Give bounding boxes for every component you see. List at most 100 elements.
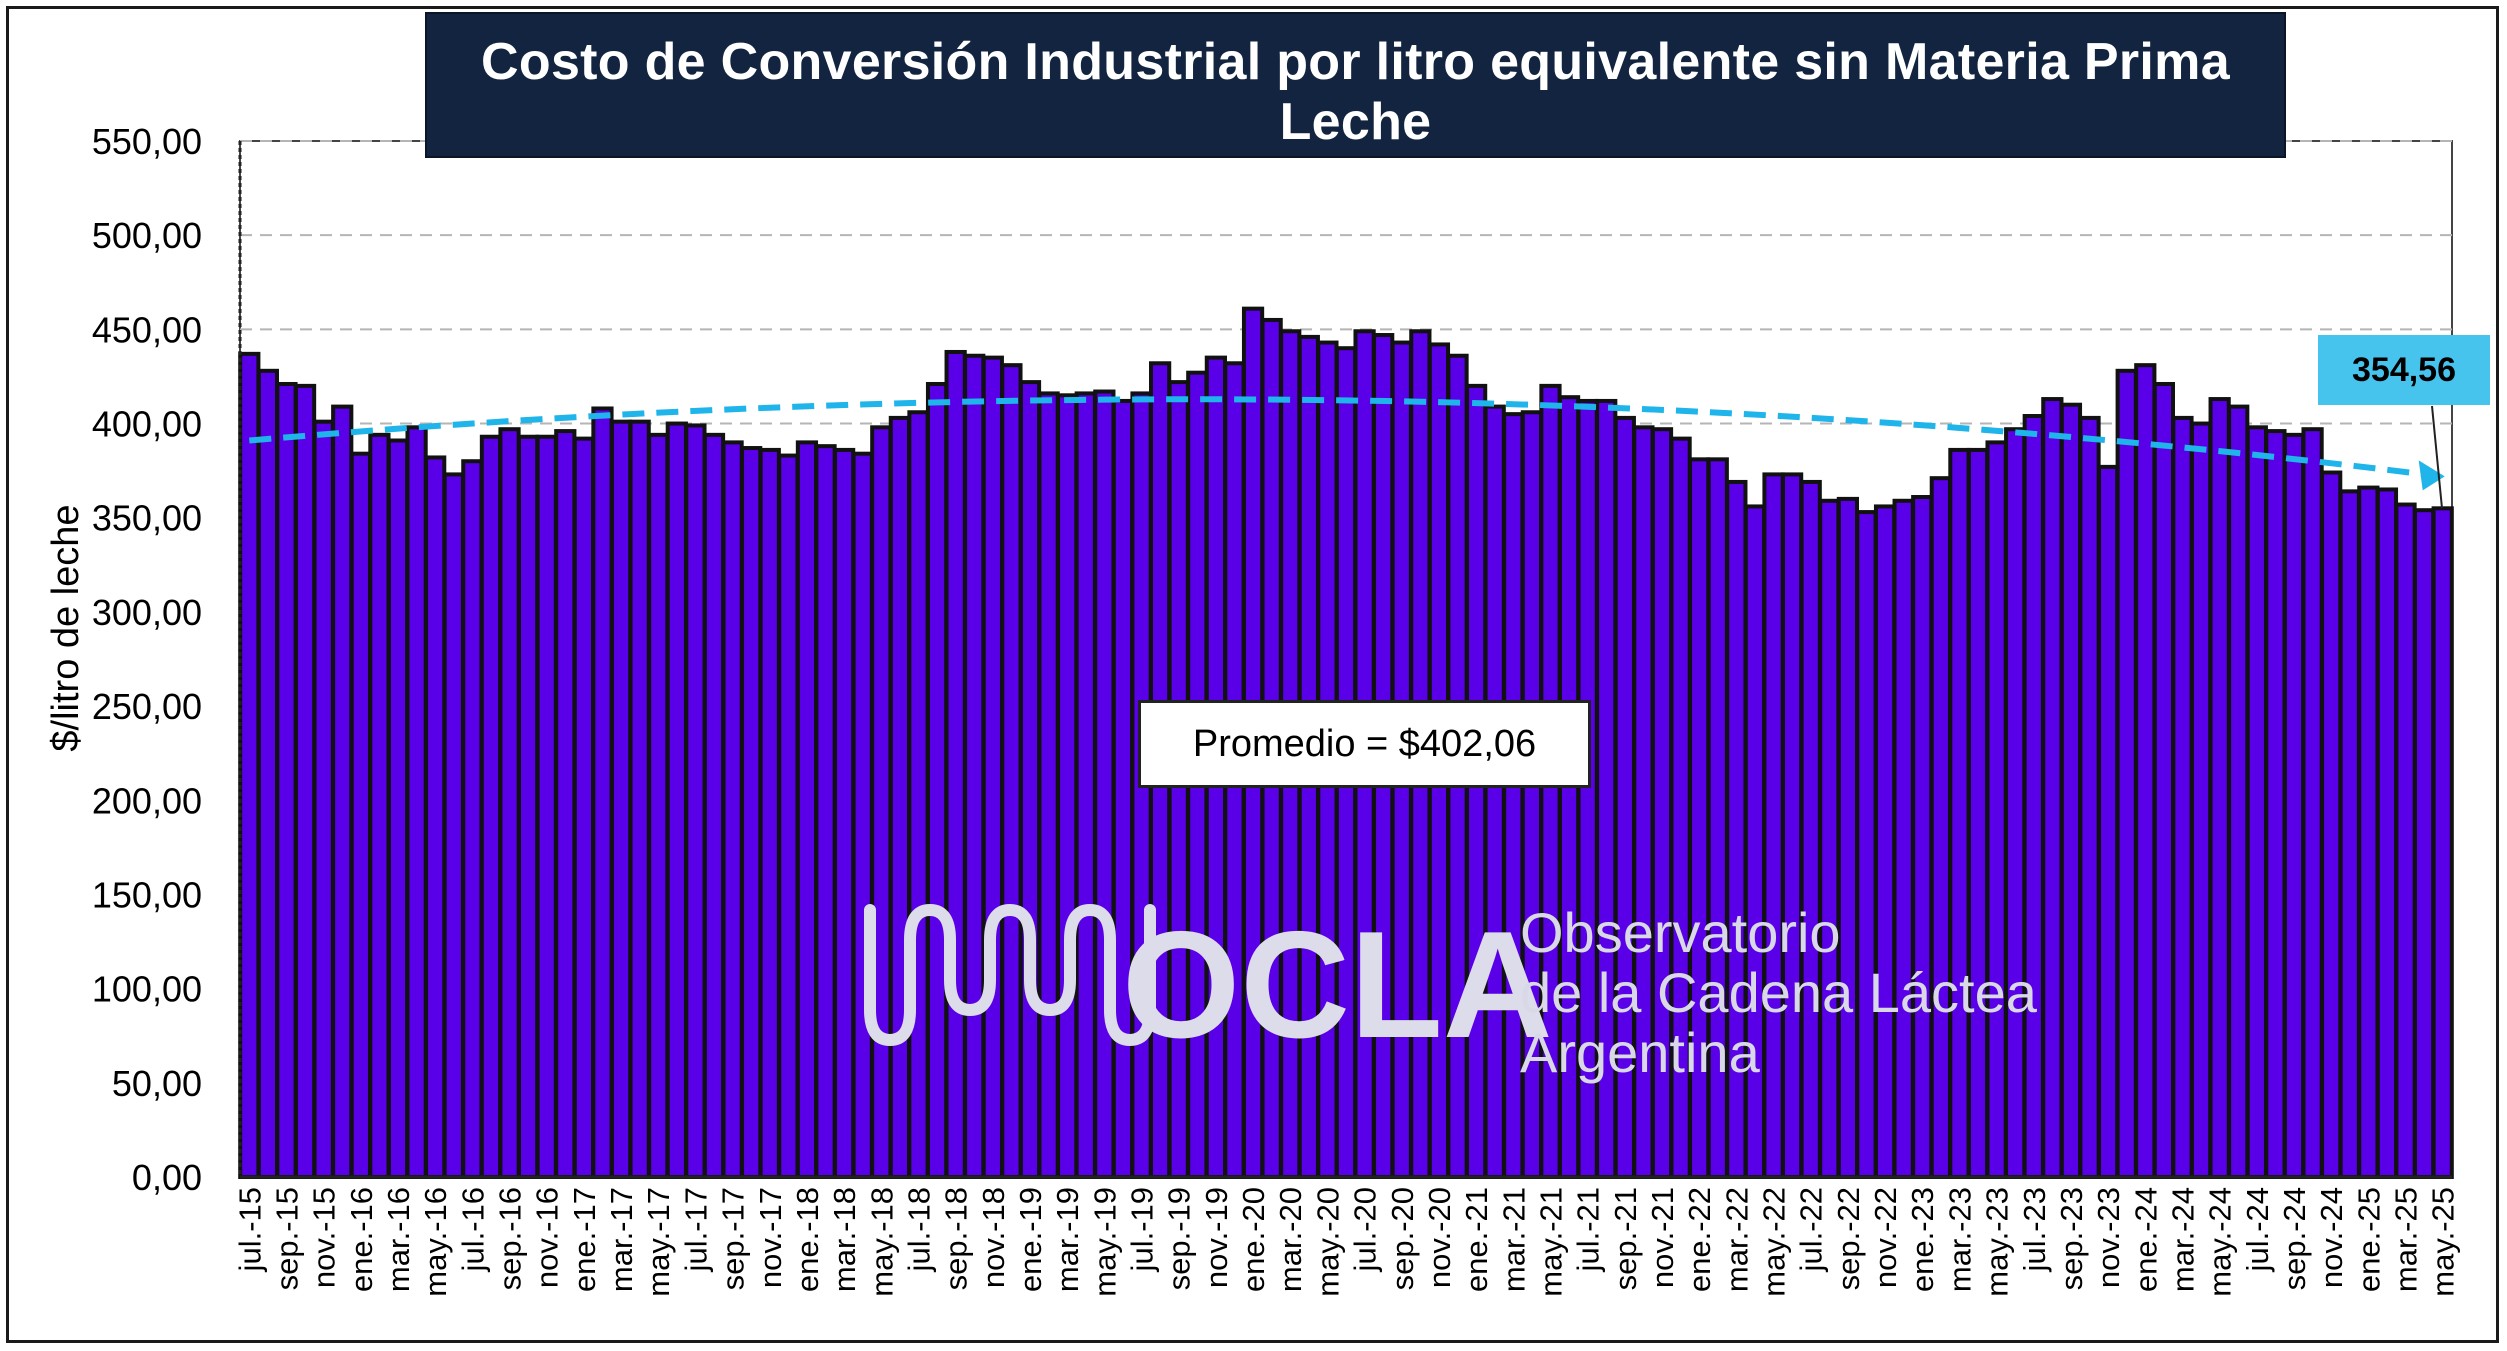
x-tick-label: mar.-20 (1273, 1187, 1308, 1292)
x-tick-label: may.-23 (1980, 1187, 2015, 1297)
bar (479, 434, 503, 1179)
bar (2059, 402, 2083, 1179)
x-tick-label: ene.-19 (1013, 1187, 1048, 1292)
watermark-line-2: de la Cadena Láctea (1520, 961, 2037, 1024)
x-tick-label: nov.-17 (753, 1187, 788, 1288)
x-tick-label: may.-22 (1757, 1187, 1792, 1297)
x-tick-label: sep.-19 (1162, 1187, 1197, 1290)
average-annotation: Promedio = $402,06 (1138, 700, 1591, 788)
bar (424, 455, 447, 1179)
last-value-leader (2431, 405, 2443, 509)
chart-title-box: Costo de Conversión Industrial por litro… (425, 12, 2286, 202)
x-tick-label: jul.-21 (1571, 1187, 1606, 1272)
bar (256, 368, 279, 1179)
y-tick-label: 400,00 (92, 404, 202, 445)
x-tick-label: may.-17 (641, 1187, 676, 1297)
chart-subtitle: - valores actualizado por IPC - (1086, 158, 1625, 202)
bar (442, 472, 465, 1179)
x-tick-label: may.-16 (418, 1187, 453, 1297)
bar (2078, 415, 2101, 1179)
bar (312, 419, 335, 1179)
watermark-line-3: Argentina (1520, 1021, 1760, 1084)
y-tick-label: 150,00 (92, 874, 202, 915)
bar (833, 447, 856, 1179)
x-tick-label: nov.-15 (307, 1187, 342, 1288)
bar (368, 432, 391, 1179)
x-tick-label: sep.-24 (2277, 1187, 2312, 1290)
y-tick-label: 250,00 (92, 686, 202, 727)
y-tick-label: 350,00 (92, 498, 202, 539)
y-tick-label: 450,00 (92, 309, 202, 350)
x-tick-label: ene.-20 (1236, 1187, 1271, 1292)
x-tick-label: may.-19 (1087, 1187, 1122, 1297)
x-tick-label: may.-25 (2426, 1187, 2461, 1297)
x-tick-label: jul.-18 (901, 1187, 936, 1272)
x-tick-label: nov.-18 (976, 1187, 1011, 1288)
bar (628, 419, 651, 1179)
bar (461, 459, 484, 1179)
x-tick-label: ene.-23 (1905, 1187, 1940, 1292)
ocla-logo-text: OCLA (1122, 900, 1553, 1070)
ocla-wave-logo-icon (864, 903, 1156, 1047)
bar (386, 438, 410, 1179)
x-tick-label: ene.-24 (2128, 1187, 2163, 1292)
y-tick-label: 300,00 (92, 592, 202, 633)
bar (2375, 487, 2399, 1179)
x-tick-label: ene.-16 (344, 1187, 379, 1292)
bar (2431, 506, 2454, 1179)
x-tick-label: nov.-24 (2314, 1187, 2349, 1288)
bar (2413, 508, 2436, 1179)
bar (275, 381, 298, 1180)
x-tick-label: nov.-22 (1868, 1187, 1903, 1288)
watermark-line-1: Observatorio (1520, 901, 1841, 964)
bar (293, 383, 317, 1179)
x-tick-label: ene.-25 (2351, 1187, 2386, 1292)
bar (517, 434, 540, 1179)
bar (2097, 464, 2120, 1179)
x-tick-label: jul.-23 (2017, 1187, 2052, 1272)
bar (758, 447, 781, 1179)
x-tick-label: nov.-19 (1199, 1187, 1234, 1288)
trend-arrow-icon (2418, 460, 2445, 491)
x-tick-label: mar.-21 (1496, 1187, 1531, 1292)
x-tick-label: mar.-16 (381, 1187, 416, 1292)
bar (2320, 470, 2343, 1179)
bar (2227, 404, 2250, 1179)
x-tick-label: ene.-21 (1459, 1187, 1494, 1292)
x-tick-label: sep.-18 (939, 1187, 974, 1290)
bar (684, 423, 707, 1179)
bar (2301, 427, 2324, 1179)
trend-line (249, 396, 2426, 478)
y-tick-label: 500,00 (92, 215, 202, 256)
x-tick-label: sep.-17 (716, 1187, 751, 1290)
x-tick-label: jul.-15 (232, 1187, 267, 1272)
x-tick-label: jul.-24 (2240, 1187, 2275, 1272)
bar (814, 444, 837, 1179)
bar (498, 427, 521, 1179)
x-tick-label: sep.-21 (1608, 1187, 1643, 1290)
x-tick-label: sep.-15 (269, 1187, 304, 1290)
x-tick-label: mar.-17 (604, 1187, 639, 1292)
bar (591, 406, 614, 1179)
x-tick-label: mar.-24 (2165, 1187, 2200, 1292)
x-tick-label: sep.-22 (1831, 1187, 1866, 1290)
y-tick-label: 200,00 (92, 780, 202, 821)
bar (2264, 429, 2287, 1179)
x-tick-label: mar.-23 (1942, 1187, 1977, 1292)
bar (647, 432, 670, 1179)
y-tick-label: 50,00 (112, 1063, 202, 1104)
x-tick-label: sep.-20 (1385, 1187, 1420, 1290)
y-tick-label: 0,00 (132, 1157, 202, 1198)
bar (238, 351, 261, 1180)
x-tick-label: jul.-17 (678, 1187, 713, 1272)
y-tick-label: 550,00 (92, 121, 202, 162)
bar (2282, 432, 2306, 1179)
x-tick-label: mar.-25 (2389, 1187, 2424, 1292)
chart-title: Costo de Conversión Industrial por litro… (481, 33, 2230, 151)
y-tick-label: 100,00 (92, 969, 202, 1010)
x-tick-label: ene.-18 (790, 1187, 825, 1292)
x-tick-label: ene.-22 (1682, 1187, 1717, 1292)
bar (2245, 425, 2268, 1179)
bar (2152, 381, 2175, 1180)
x-tick-label: may.-21 (1533, 1187, 1568, 1297)
